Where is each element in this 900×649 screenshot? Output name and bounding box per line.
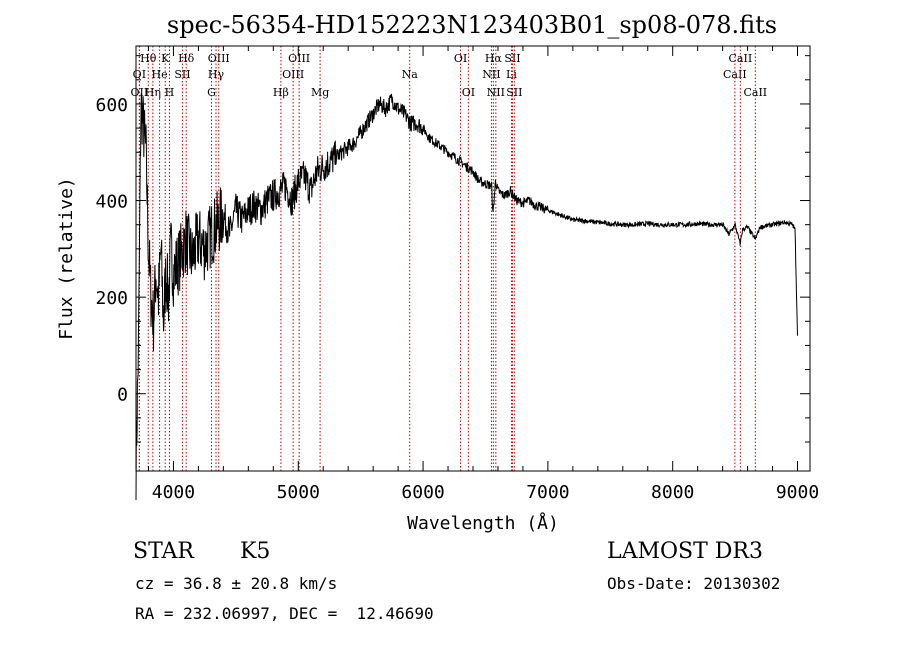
x-tick-label-8000: 8000 [651,482,694,503]
y-tick-label-600: 600 [95,95,128,116]
feature-label-6: H [165,86,175,99]
survey-label: LAMOST DR3 [607,539,763,564]
y-axis-label: Flux (relative) [56,177,77,340]
feature-label-4: He [152,68,168,81]
coordinates-text: RA = 232.06997, DEC = 12.46690 [135,604,434,623]
feature-label-22: Li [506,68,517,81]
feature-label-23: SII [504,52,520,65]
feature-label-18: OI [462,86,475,99]
chart-title: spec-56354-HD152223N123403B01_sp08-078.f… [167,11,777,39]
x-tick-label-4000: 4000 [152,482,195,503]
y-tick-label-0: 0 [117,385,128,406]
feature-label-16: Na [402,68,419,81]
feature-label-13: OIII [282,68,304,81]
feature-label-26: CaII [729,52,753,65]
feature-label-12: Hβ [273,86,289,99]
feature-label-27: CaII [743,86,767,99]
feature-label-17: OI [454,52,467,65]
y-tick-label-400: 400 [95,192,128,213]
obs-date-text: Obs-Date: 20130302 [607,574,781,593]
y-tick-label-200: 200 [95,288,128,309]
feature-label-3: Hη [145,86,161,99]
feature-label-9: OIII [208,52,230,65]
feature-label-11: G [207,86,216,99]
plot-frame [135,45,811,472]
object-class: STAR [133,539,194,564]
x-tick-label-5000: 5000 [277,482,320,503]
x-tick-label-9000: 9000 [776,482,819,503]
feature-label-7: SII [174,68,190,81]
feature-label-24: SII [506,86,522,99]
spectrum-line [135,93,798,501]
feature-label-10: Hγ [208,68,225,81]
x-axis-label: Wavelength (Å) [407,512,559,534]
redshift-text: cz = 36.8 ± 20.8 km/s [135,574,338,593]
feature-label-8: Hδ [178,52,195,65]
feature-label-1: OII [131,86,149,99]
x-tick-label-7000: 7000 [526,482,569,503]
x-tick-label-6000: 6000 [401,482,444,503]
feature-label-25: CaII [723,68,747,81]
feature-label-21: NII [487,86,505,99]
feature-label-14: OIII [288,52,310,65]
feature-label-15: Mg [311,86,329,99]
feature-label-5: K [161,52,170,65]
feature-label-2: Hθ [140,52,157,65]
feature-label-19: Hα [485,52,503,65]
feature-label-20: NII [482,68,500,81]
object-subclass: K5 [240,539,271,564]
